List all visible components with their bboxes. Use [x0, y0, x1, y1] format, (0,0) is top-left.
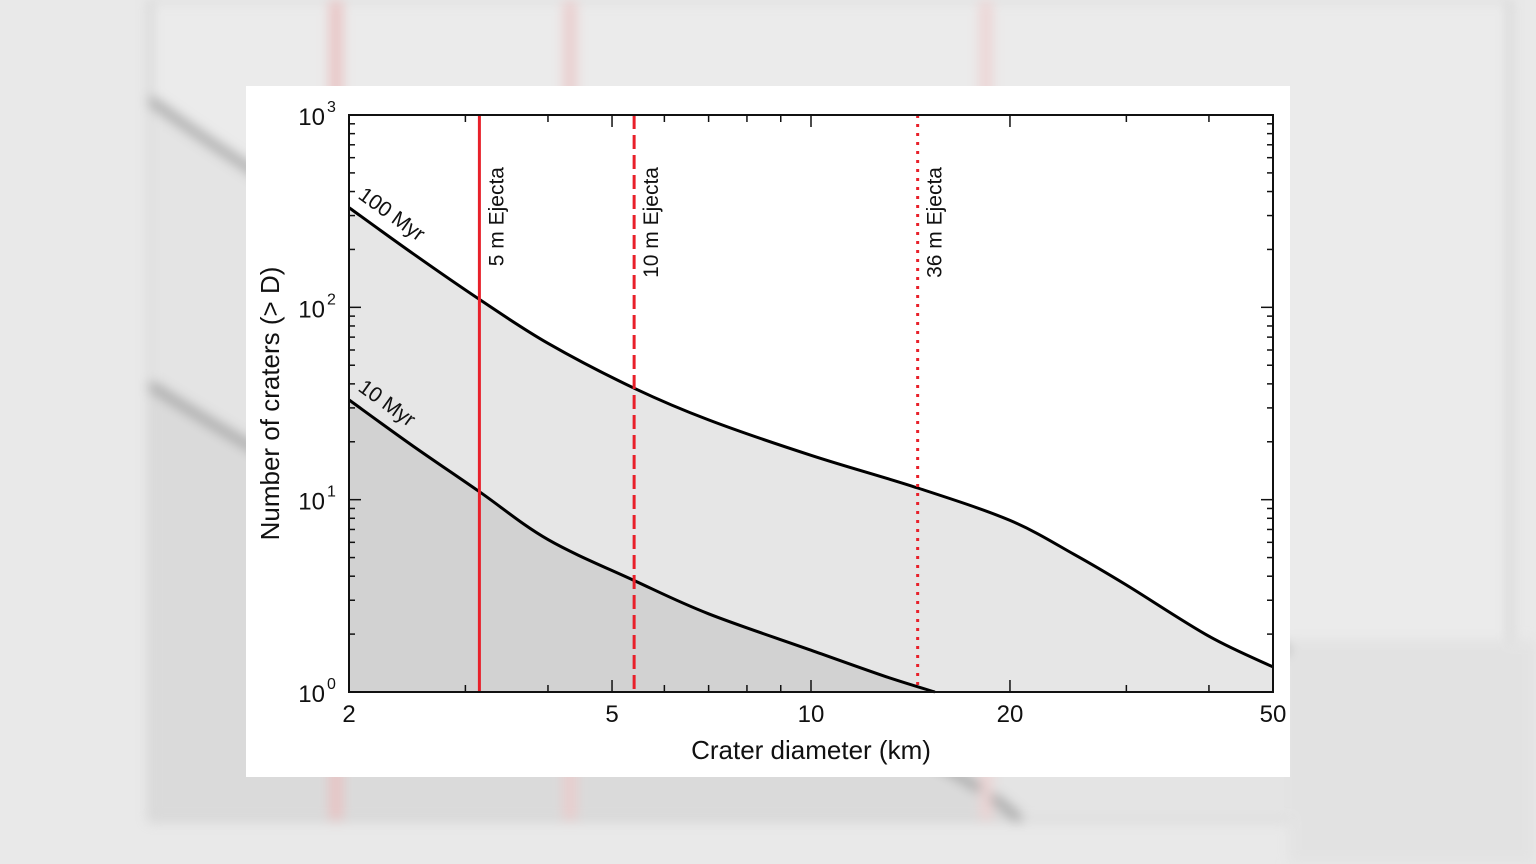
- y-tick-label: 10: [298, 681, 325, 708]
- y-tick-label: 10: [298, 104, 325, 131]
- y-tick-exponent: 1: [327, 484, 336, 501]
- y-tick-label: 10: [298, 296, 325, 323]
- x-tick-label: 2: [342, 701, 355, 728]
- x-tick-label: 50: [1260, 701, 1287, 728]
- x-axis-label: Crater diameter (km): [691, 735, 931, 765]
- x-tick-label: 10: [798, 701, 825, 728]
- chart-card: 5 m Ejecta 10 m Ejecta 36 m Ejecta 2 5 10 20 5…: [246, 86, 1290, 777]
- x-tick-label: 5: [605, 701, 618, 728]
- ejecta-label: 36 m Ejecta: [924, 167, 947, 278]
- ejecta-label: 5 m Ejecta: [485, 167, 508, 267]
- ejecta-label: 10 m Ejecta: [640, 167, 663, 278]
- y-tick-exponent: 2: [327, 291, 336, 308]
- crater-chart: 5 m Ejecta 10 m Ejecta 36 m Ejecta 2 5 10 20 5…: [255, 99, 1287, 765]
- series-fill-1: [349, 399, 935, 692]
- series-line-0: [348, 206, 1274, 669]
- y-axis-label: Number of craters (> D): [255, 267, 285, 541]
- y-tick-exponent: 0: [327, 676, 336, 693]
- x-tick-label: 20: [997, 701, 1024, 728]
- y-tick-label: 10: [298, 489, 325, 516]
- y-tick-exponent: 3: [327, 99, 336, 116]
